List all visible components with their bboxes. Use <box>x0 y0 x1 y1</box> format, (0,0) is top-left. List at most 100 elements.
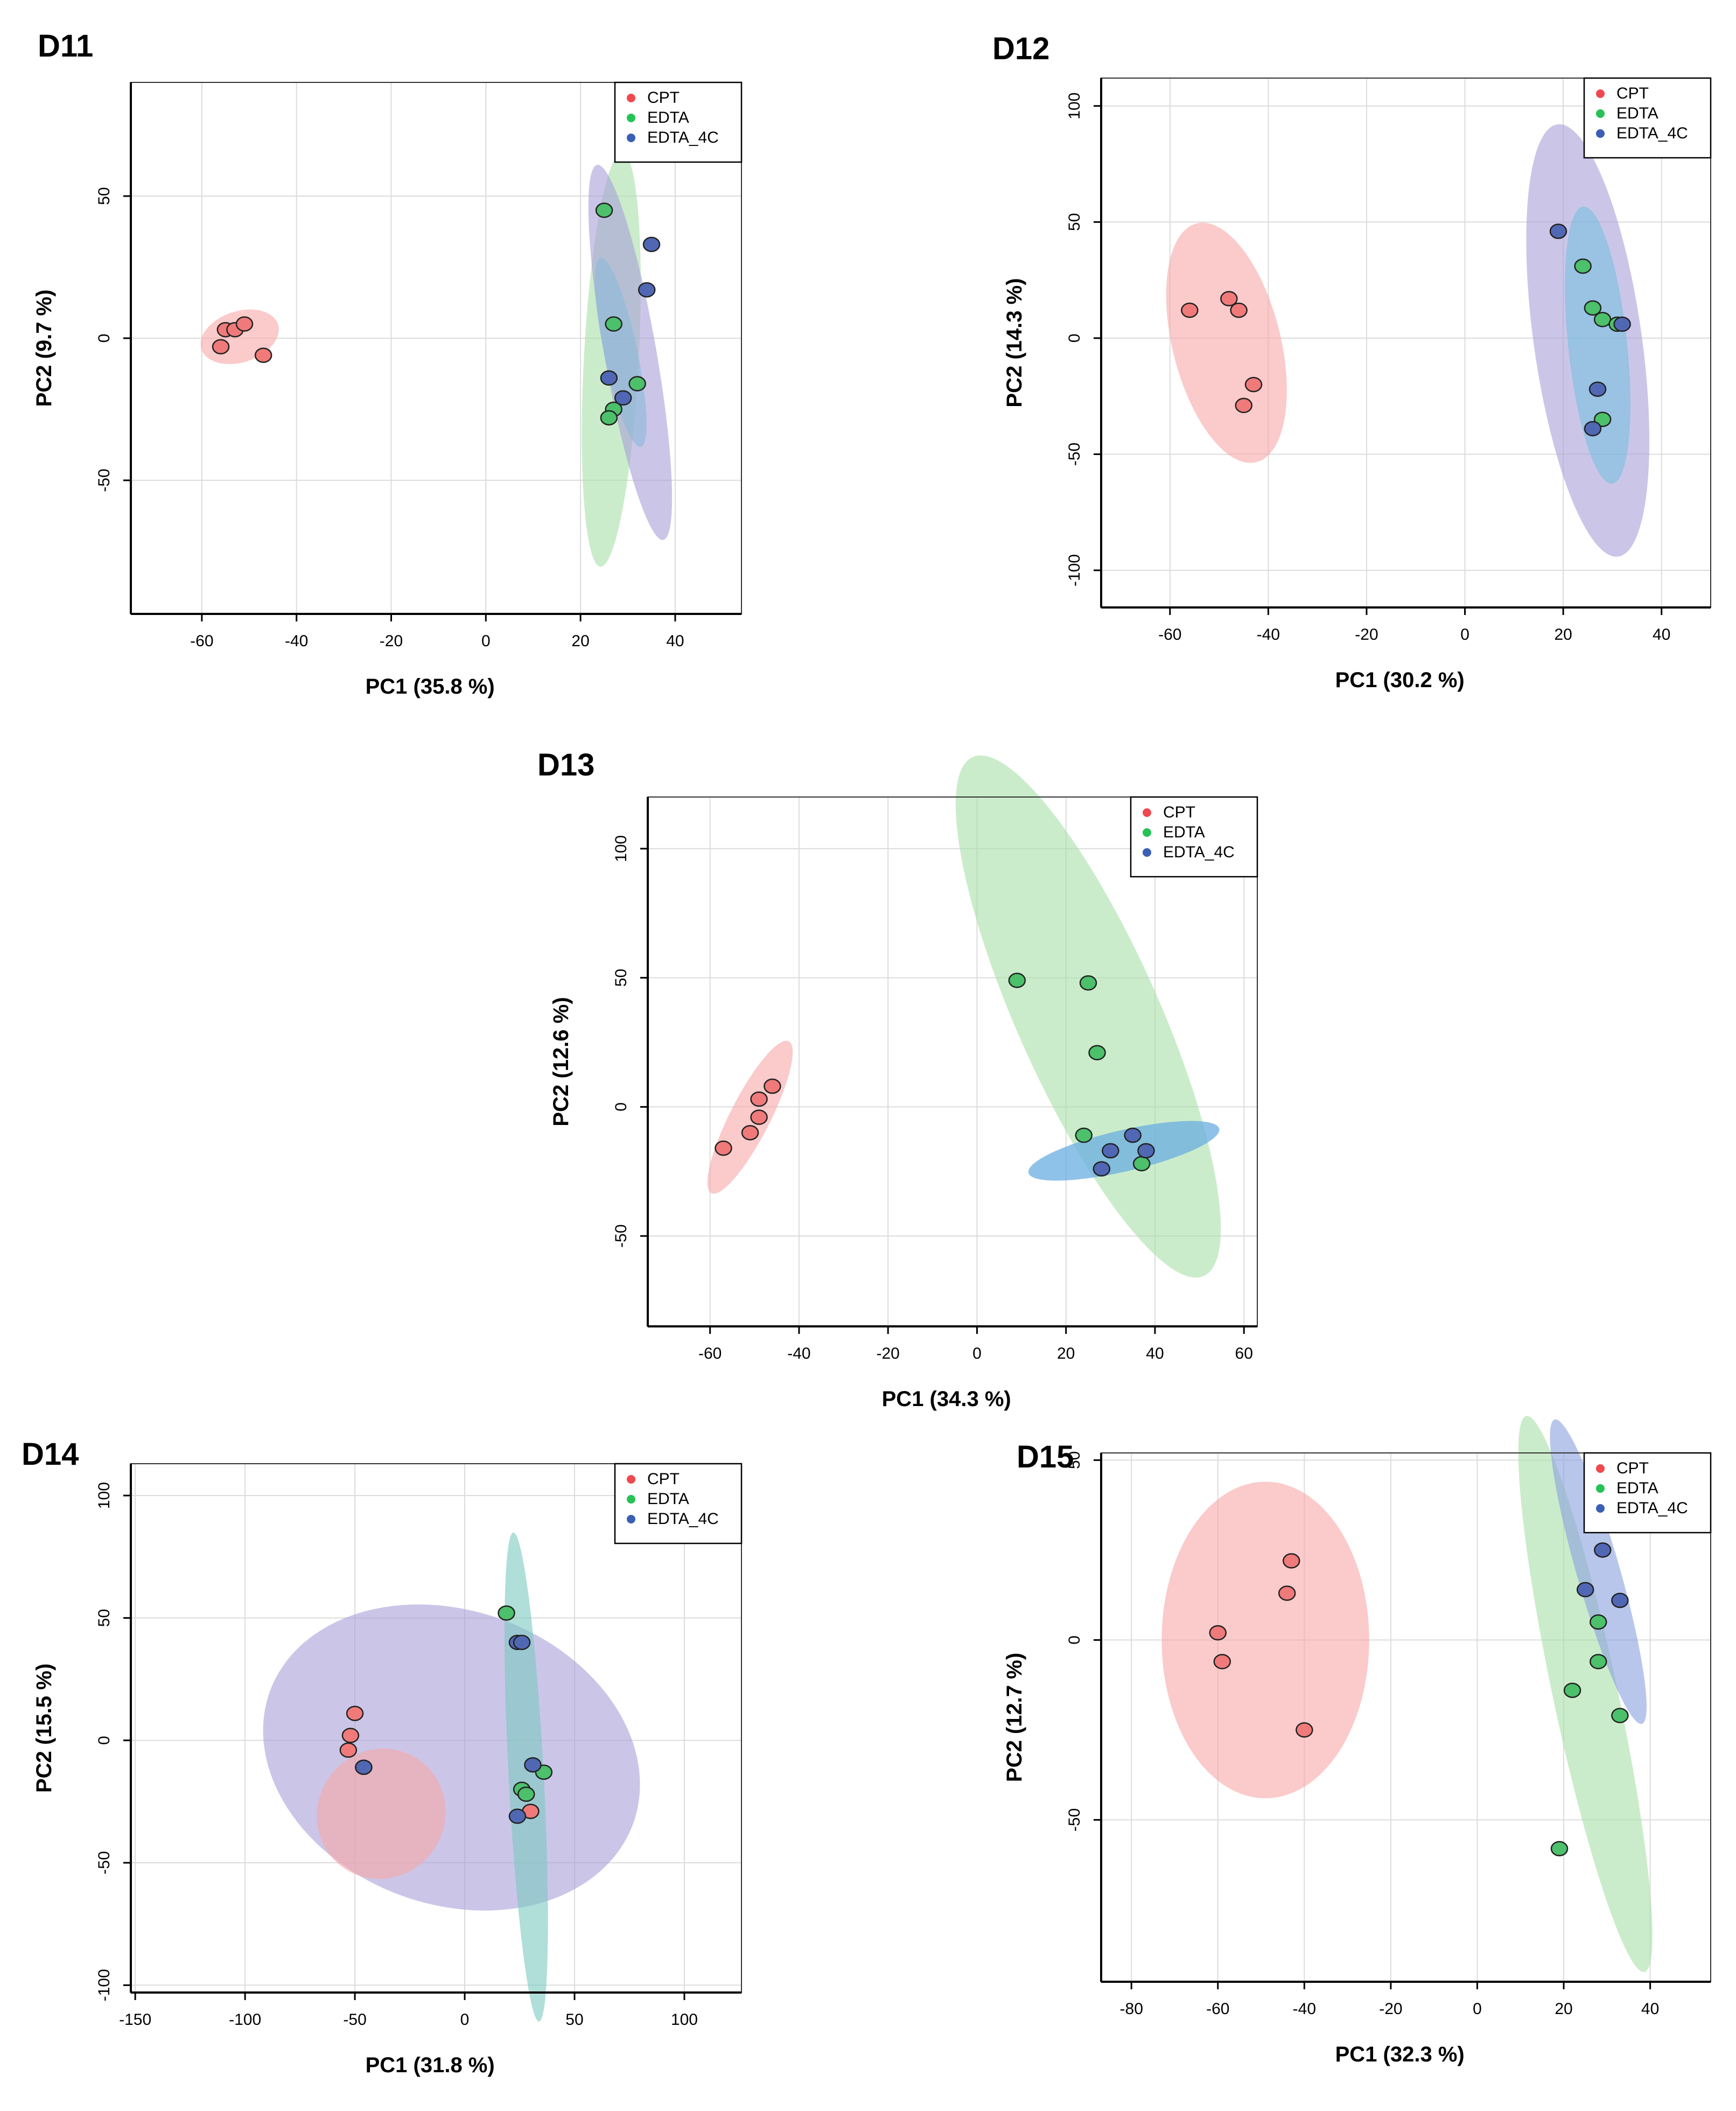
ellipse-edta-4c <box>263 1604 640 1911</box>
legend-marker-cpt <box>627 94 635 102</box>
legend-label-edta: EDTA <box>1163 823 1205 841</box>
point-cpt <box>715 1140 732 1156</box>
legend-box <box>1130 796 1258 878</box>
x-tick-label: 0 <box>972 1345 982 1362</box>
legend-marker-edta <box>1596 1484 1605 1493</box>
legend-marker-edta <box>1596 109 1605 118</box>
ellipse-edta <box>504 1532 548 2022</box>
legend-marker-cpt <box>1143 808 1151 817</box>
y-tick-label: 0 <box>612 1102 630 1112</box>
y-tick-label: 50 <box>95 187 113 205</box>
point-cpt <box>1181 302 1199 318</box>
point-edta-4c <box>1093 1161 1111 1177</box>
ellipse-cpt <box>1166 222 1287 463</box>
point-cpt <box>1230 302 1248 318</box>
plot-d14: -150 -100 -50 0 50 100 -100 -50 0 50 100 PC1 (31.8 … <box>32 1463 743 2077</box>
points-d13 <box>715 973 1155 1177</box>
point-edta <box>1590 1614 1607 1630</box>
point-cpt <box>1278 1585 1296 1601</box>
x-tick-label: 20 <box>1555 2000 1572 2018</box>
point-edta-4c <box>1594 1542 1612 1558</box>
legend-marker-edta-4c <box>1596 129 1605 138</box>
legend-marker-cpt <box>1596 1464 1605 1473</box>
point-edta-4c <box>1102 1143 1119 1159</box>
y-tick-label: 50 <box>1066 1451 1083 1469</box>
panel-d14: D14 -150 -100 -50 0 50 100 -100 -50 0 50 100 PC1 (3… <box>22 1437 743 2077</box>
x-axis-title: PC1 (30.2 %) <box>1335 668 1465 692</box>
legend-label-edta: EDTA <box>1616 104 1658 122</box>
point-edta-4c <box>1576 1582 1594 1598</box>
x-tick-label: 0 <box>481 632 491 650</box>
x-tick-label: 40 <box>666 632 684 650</box>
point-edta <box>595 202 613 218</box>
x-tick-label: -20 <box>877 1345 900 1362</box>
point-edta <box>1132 1156 1151 1172</box>
y-axis-title: PC2 (9.7 %) <box>32 290 56 407</box>
panel-label-d11: D11 <box>38 29 93 64</box>
x-tick-label: 0 <box>460 2011 470 2029</box>
point-edta-4c <box>1584 421 1602 437</box>
point-edta <box>1574 258 1592 274</box>
plot-d13: -60 -40 -20 0 20 40 60 -50 0 50 100 PC1 (34.3 %) PC2… <box>549 755 1258 1411</box>
point-edta-4c <box>1588 381 1607 397</box>
x-tick-label: -20 <box>1355 626 1378 644</box>
panel-label-d15: D15 <box>1017 1439 1074 1474</box>
point-edta <box>1593 312 1612 327</box>
ellipse-edta <box>1518 1416 1653 1972</box>
point-edta <box>1611 1708 1629 1723</box>
point-edta-4c <box>1137 1143 1155 1159</box>
x-tick-label: 20 <box>1057 1345 1075 1362</box>
point-edta <box>600 410 618 426</box>
ellipses-d12 <box>1166 124 1650 557</box>
point-cpt <box>1213 1654 1231 1669</box>
legend-label-cpt: CPT <box>1616 1459 1649 1477</box>
legend-marker-cpt <box>1596 89 1605 98</box>
point-edta-4c <box>355 1759 373 1775</box>
point-edta <box>498 1605 515 1621</box>
point-cpt <box>1209 1625 1227 1641</box>
legend-marker-edta <box>1143 828 1151 837</box>
x-tick-label: 20 <box>571 632 589 650</box>
x-tick-label: -40 <box>285 632 308 650</box>
y-axis-title: PC2 (14.3 %) <box>1003 278 1026 407</box>
point-edta <box>1079 975 1097 991</box>
legend-label-cpt: CPT <box>647 1470 680 1488</box>
point-edta <box>1563 1682 1581 1698</box>
points-d11 <box>212 202 661 426</box>
point-cpt <box>235 316 254 332</box>
legend-label-edta: EDTA <box>1616 1479 1658 1497</box>
y-tick-label: -50 <box>95 469 113 492</box>
point-edta <box>1088 1045 1106 1060</box>
panel-label-d13: D13 <box>537 747 594 782</box>
panel-d15: D15 -80 -60 -40 -20 0 20 40 -50 0 50 PC1 (32.3 %) P… <box>1003 1416 1712 2066</box>
ellipse-cpt <box>1161 1481 1369 1799</box>
x-axis-title: PC1 (35.8 %) <box>366 675 495 698</box>
legend-label-edta-4c: EDTA_4C <box>1616 124 1688 142</box>
x-tick-label: -60 <box>1206 2000 1229 2018</box>
y-tick-label: 100 <box>612 835 630 862</box>
point-cpt <box>741 1125 759 1141</box>
ellipse-blend <box>594 257 647 448</box>
point-cpt <box>750 1109 768 1125</box>
y-tick-label: 50 <box>1066 213 1083 231</box>
panel-d12: D12 -60 -40 -20 0 20 40 -100 -50 0 50 100 PC1 (30.2… <box>992 31 1712 692</box>
legend-label-edta-4c: EDTA_4C <box>1163 843 1235 861</box>
ellipse-edta <box>1565 206 1630 484</box>
x-tick-label: -40 <box>1293 2000 1316 2018</box>
point-edta-4c <box>524 1757 542 1773</box>
point-edta-4c <box>1549 223 1567 239</box>
legend-label-edta-4c: EDTA_4C <box>647 129 719 146</box>
point-cpt <box>1296 1722 1313 1738</box>
x-tick-label: 60 <box>1235 1345 1253 1362</box>
x-tick-label: -60 <box>1158 626 1181 644</box>
y-tick-label: -100 <box>95 1969 113 2001</box>
y-tick-label: 0 <box>95 334 113 343</box>
legend-marker-edta-4c <box>627 1515 635 1523</box>
point-edta <box>1590 1654 1607 1669</box>
point-edta <box>1008 973 1026 988</box>
x-axis-title: PC1 (34.3 %) <box>882 1387 1011 1411</box>
x-tick-label: 50 <box>565 2011 583 2029</box>
y-tick-label: -50 <box>612 1224 630 1247</box>
ellipse-cpt <box>200 309 279 365</box>
plot-d11: -60 -40 -20 0 20 40 -50 0 50 PC1 (35.8 %) PC2 (9.7… <box>32 81 743 698</box>
